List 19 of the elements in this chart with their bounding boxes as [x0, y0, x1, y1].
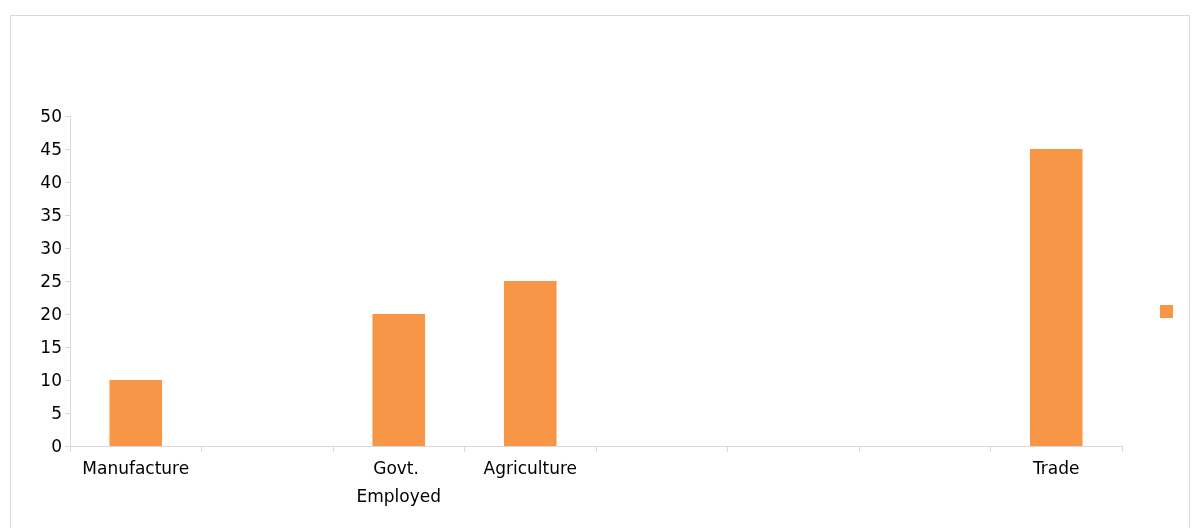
bar — [503, 281, 557, 446]
x-tick-label: Trade — [1031, 458, 1080, 478]
bar — [372, 314, 426, 446]
y-tick-label: 50 — [40, 106, 62, 126]
y-tick-label: 20 — [40, 304, 62, 324]
y-tick-label: 15 — [40, 337, 62, 357]
x-tick-label: Agriculture — [483, 458, 577, 478]
y-tick-label: 5 — [51, 403, 62, 423]
x-tick-label: Govt. Employed — [356, 458, 442, 506]
bar — [109, 380, 163, 446]
y-tick-label: 10 — [40, 370, 62, 390]
y-tick-label: 25 — [40, 271, 62, 291]
y-tick-label: 0 — [51, 436, 62, 456]
x-tick-label: Manufacture — [82, 458, 190, 478]
y-tick-label: 35 — [40, 205, 62, 225]
y-tick-label: 30 — [40, 238, 62, 258]
bar — [1029, 149, 1083, 446]
y-tick-label: 45 — [40, 139, 62, 159]
y-tick-label: 40 — [40, 172, 62, 192]
